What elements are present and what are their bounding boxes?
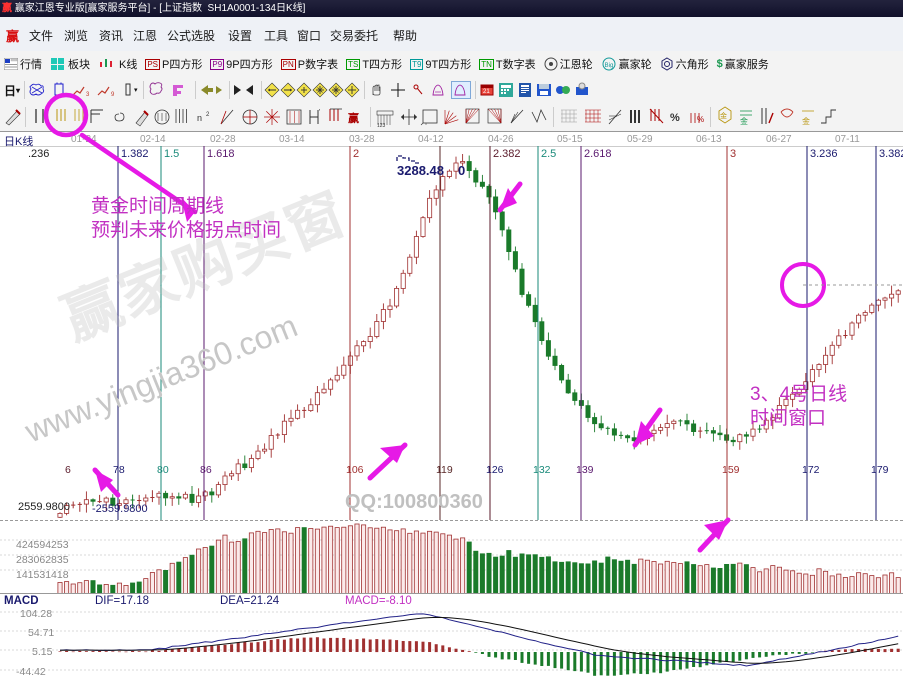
svg-text:21: 21 bbox=[483, 89, 490, 95]
svg-text:赢: 赢 bbox=[348, 111, 359, 125]
svg-text:': ' bbox=[319, 109, 320, 116]
svg-text:123: 123 bbox=[377, 123, 386, 129]
svg-text:金: 金 bbox=[802, 116, 810, 126]
svg-text:3: 3 bbox=[86, 92, 90, 98]
svg-text:金: 金 bbox=[720, 111, 727, 120]
svg-text:%: % bbox=[670, 112, 680, 124]
svg-text:Big: Big bbox=[604, 63, 613, 69]
svg-text:n: n bbox=[197, 113, 202, 123]
svg-text:9: 9 bbox=[111, 92, 115, 98]
svg-text:2: 2 bbox=[206, 112, 210, 118]
svg-text:金: 金 bbox=[740, 116, 748, 126]
svg-text:%: % bbox=[697, 115, 704, 124]
